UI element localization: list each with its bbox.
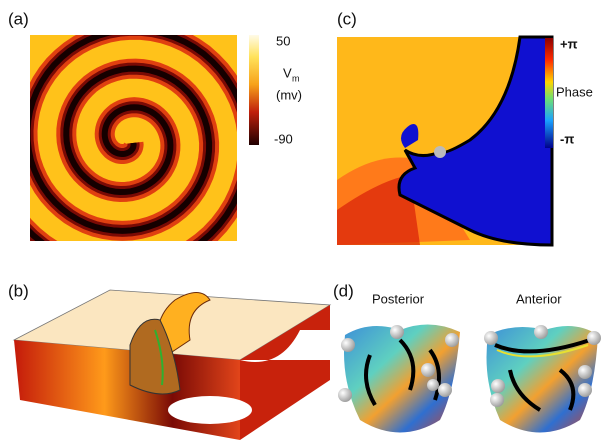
slab-3d: [14, 290, 330, 440]
panel-label: (b): [8, 281, 29, 300]
panel-label: (c): [337, 9, 357, 28]
colorbar-quantity-sub: m: [292, 73, 300, 83]
colorbar-min: -π: [560, 131, 574, 146]
phase-map: [337, 37, 552, 245]
view-label: Anterior: [516, 291, 562, 306]
colorbar: [545, 38, 553, 148]
colorbar-quantity: V: [283, 65, 292, 80]
colorbar-quantity: Phase: [556, 84, 593, 99]
view-label: Posterior: [372, 291, 425, 306]
colorbar-min: -90: [274, 131, 293, 146]
heart-posterior: [338, 324, 460, 432]
colorbar: [249, 35, 259, 145]
heart-anterior: [484, 325, 601, 433]
colorbar-max: 50: [276, 33, 290, 48]
panel-label: (d): [333, 281, 354, 300]
panel-label: (a): [8, 9, 29, 28]
colorbar-unit: (mv): [276, 87, 302, 102]
figure: (a) 50 V m (mv) -90 (c) +π Phase -π (b) …: [0, 0, 602, 447]
colorbar-max: +π: [560, 36, 578, 51]
